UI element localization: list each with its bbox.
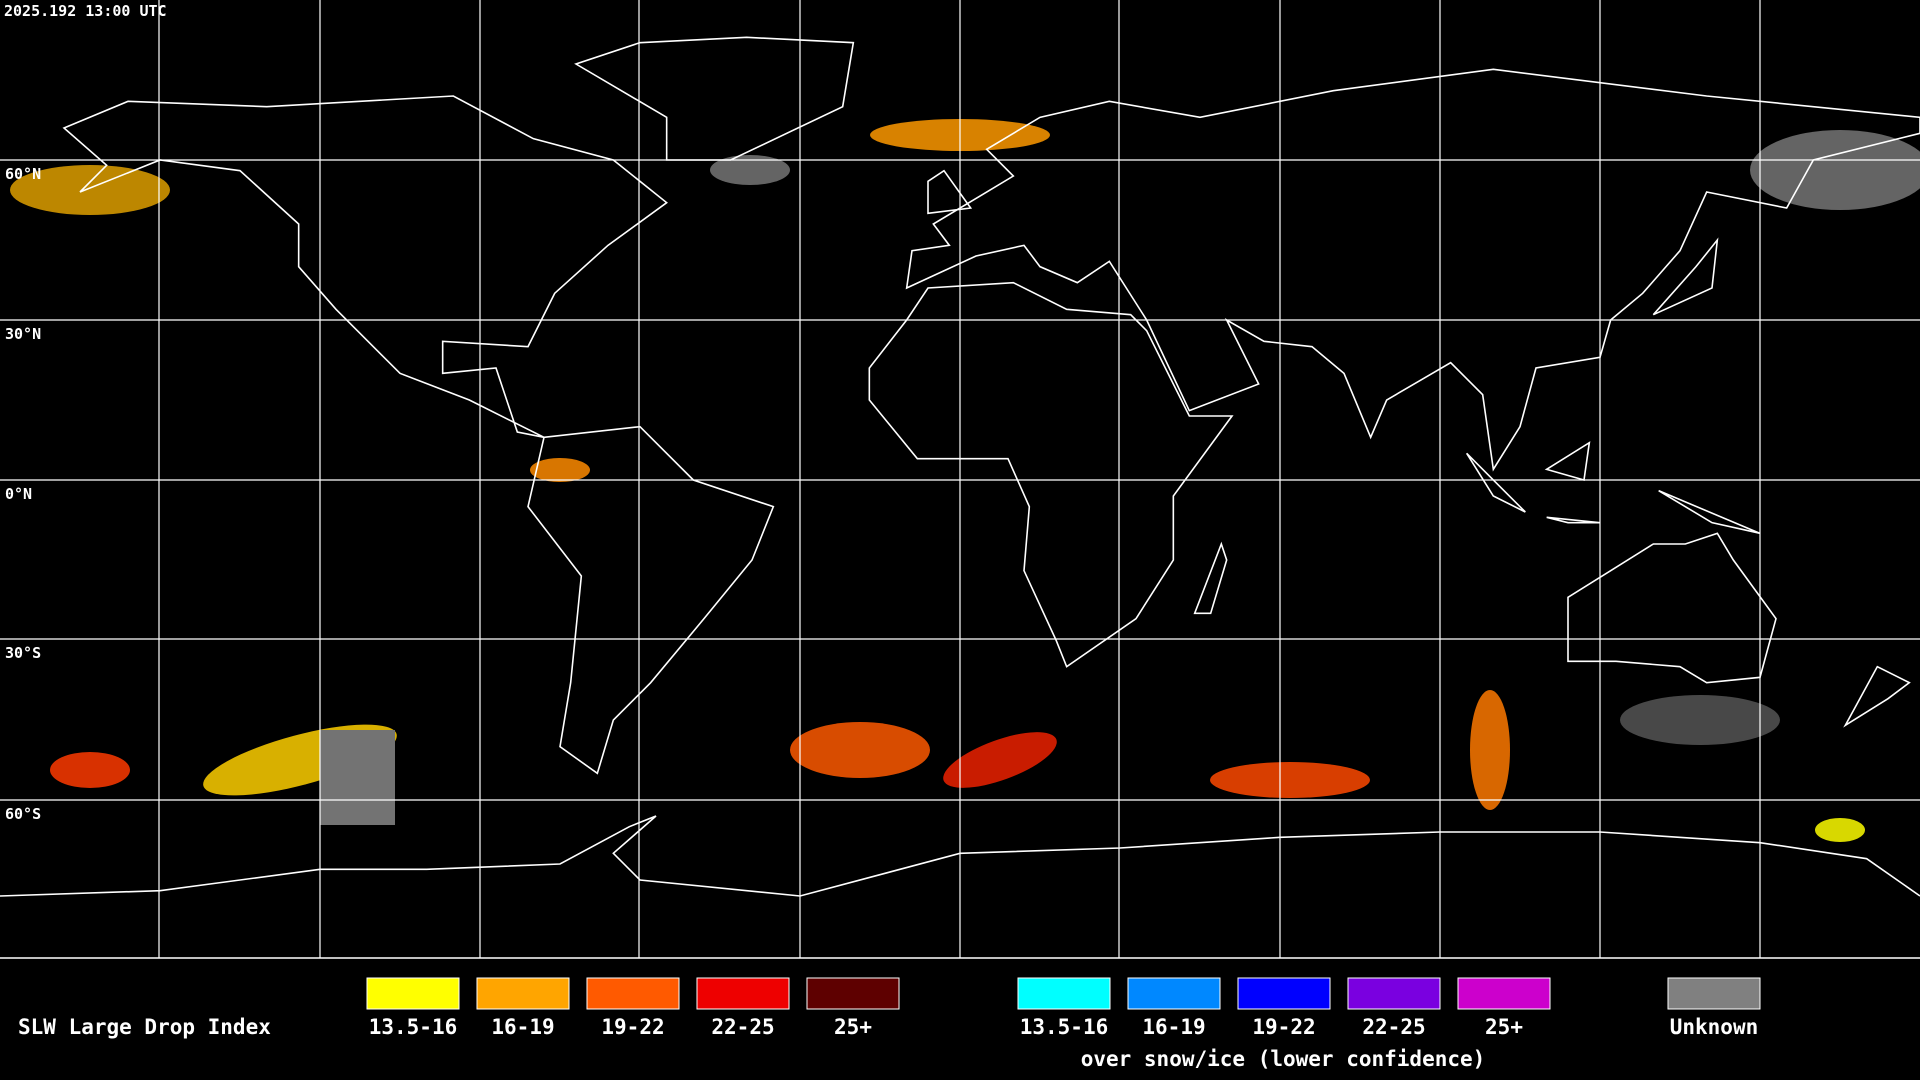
legend-label: 19-22: [1252, 1015, 1315, 1039]
cloud-patch: [10, 165, 170, 215]
legend-label: 25+: [1485, 1015, 1523, 1039]
legend-swatch: [696, 977, 790, 1010]
map: 60°N 30°N 0°N 30°S 60°S: [0, 0, 1920, 959]
coastline: [907, 69, 1920, 469]
legend-swatch: [806, 977, 900, 1010]
legend-label: 22-25: [1362, 1015, 1425, 1039]
cloud-patch: [50, 752, 130, 788]
coastline: [1568, 533, 1776, 682]
latitude-label: 60°N: [5, 165, 41, 183]
latitude-label: 30°S: [5, 644, 41, 662]
legend-title: SLW Large Drop Index: [18, 1015, 271, 1039]
latitude-label: 60°S: [5, 805, 41, 823]
coastline: [869, 283, 1232, 667]
cloud-patch: [943, 732, 1057, 788]
cloud-patch: [710, 155, 790, 185]
legend-label: 16-19: [1142, 1015, 1205, 1039]
legend-swatch: [476, 977, 570, 1010]
legend-swatch: [1347, 977, 1441, 1010]
legend-swatch: [1127, 977, 1221, 1010]
timestamp: 2025.192 13:00 UTC: [4, 2, 167, 20]
latitude-label: 0°N: [5, 485, 32, 503]
legend-caption: over snow/ice (lower confidence): [1081, 1047, 1486, 1071]
cloud-patch: [1470, 690, 1510, 810]
legend-swatch: [1237, 977, 1331, 1010]
coastline: [0, 816, 1920, 896]
coastlines: [0, 37, 1920, 896]
graticule: 60°N 30°N 0°N 30°S 60°S: [0, 0, 1920, 959]
coastline: [928, 171, 1909, 726]
legend-label: 22-25: [711, 1015, 774, 1039]
legend: SLW Large Drop Index over snow/ice (lowe…: [18, 977, 1761, 1071]
cloud-patch: [1750, 130, 1920, 210]
imagery: [10, 119, 1920, 842]
coastline: [528, 427, 773, 774]
cloud-patch: [1815, 818, 1865, 842]
legend-swatch: [1017, 977, 1111, 1010]
coastline: [576, 37, 853, 160]
latitude-label: 30°N: [5, 325, 41, 343]
legend-label: 25+: [834, 1015, 872, 1039]
cloud-patch: [1620, 695, 1780, 745]
coastline: [64, 96, 667, 437]
legend-swatch: [1667, 977, 1761, 1010]
cloud-patch: [530, 458, 590, 482]
legend-label: Unknown: [1670, 1015, 1759, 1039]
cloud-patch: [1210, 762, 1370, 798]
legend-swatch: [1457, 977, 1551, 1010]
legend-label: 13.5-16: [1020, 1015, 1109, 1039]
legend-swatch: [366, 977, 460, 1010]
legend-label: 19-22: [601, 1015, 664, 1039]
cloud-patch: [790, 722, 930, 778]
cloud-patch: [320, 730, 395, 825]
legend-swatch: [586, 977, 680, 1010]
legend-label: 13.5-16: [369, 1015, 458, 1039]
legend-label: 16-19: [491, 1015, 554, 1039]
